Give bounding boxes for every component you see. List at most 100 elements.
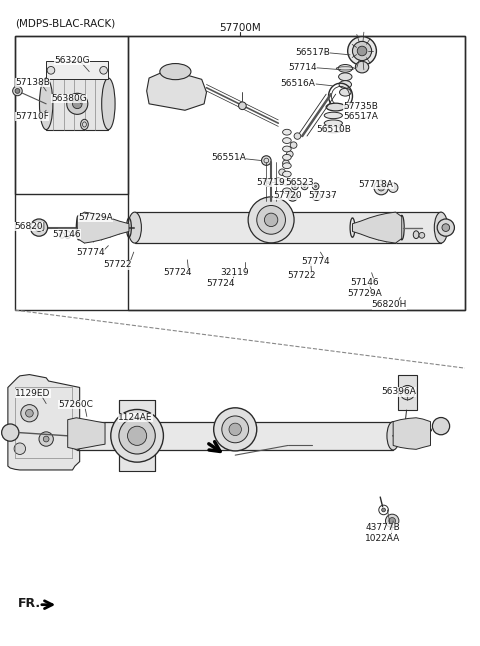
Circle shape (357, 46, 367, 56)
Circle shape (315, 185, 317, 187)
Ellipse shape (324, 127, 342, 133)
Circle shape (348, 37, 376, 65)
Ellipse shape (128, 212, 142, 243)
Circle shape (292, 183, 299, 190)
Text: 57146: 57146 (52, 229, 81, 238)
Ellipse shape (283, 138, 291, 143)
Bar (135, 212, 441, 243)
Ellipse shape (39, 78, 53, 130)
Circle shape (25, 410, 33, 417)
Circle shape (437, 219, 455, 236)
Polygon shape (393, 418, 431, 450)
Circle shape (128, 426, 147, 445)
Text: 56517A: 56517A (343, 112, 378, 121)
Text: 57722: 57722 (287, 271, 315, 280)
Ellipse shape (81, 120, 88, 130)
Text: 57710F: 57710F (15, 112, 49, 121)
Bar (398, 375, 417, 410)
Bar (128, 36, 465, 310)
Text: 56523: 56523 (286, 178, 314, 187)
Ellipse shape (288, 192, 298, 201)
Polygon shape (352, 212, 402, 243)
Circle shape (21, 404, 38, 422)
Text: 57774: 57774 (76, 247, 105, 256)
Circle shape (30, 219, 48, 236)
Polygon shape (68, 418, 105, 450)
Polygon shape (77, 212, 129, 243)
Circle shape (312, 183, 319, 190)
Circle shape (67, 93, 88, 114)
Text: 56320G: 56320G (54, 56, 90, 65)
Circle shape (15, 89, 20, 93)
Text: 56380G: 56380G (51, 94, 87, 103)
Circle shape (294, 185, 296, 187)
Bar (77, 422, 393, 450)
Text: 57718A: 57718A (359, 180, 394, 189)
Text: 57735B: 57735B (343, 102, 378, 111)
Ellipse shape (279, 169, 286, 175)
Bar (15, 36, 465, 310)
Text: 56517B: 56517B (295, 48, 330, 57)
Circle shape (119, 417, 156, 454)
Ellipse shape (324, 112, 342, 119)
Text: 57724: 57724 (206, 278, 235, 287)
Text: 57737: 57737 (309, 191, 337, 200)
Ellipse shape (65, 231, 71, 238)
Text: FR.: FR. (17, 597, 41, 610)
Text: 57719: 57719 (256, 178, 285, 187)
Text: 57774: 57774 (301, 257, 330, 266)
Ellipse shape (355, 61, 369, 73)
Circle shape (405, 390, 410, 395)
Circle shape (262, 156, 271, 165)
Ellipse shape (324, 120, 342, 127)
Text: 56510B: 56510B (317, 125, 351, 134)
Ellipse shape (339, 81, 351, 89)
Circle shape (442, 224, 450, 231)
Bar (46, 78, 108, 130)
Circle shape (301, 183, 308, 190)
Ellipse shape (160, 63, 191, 79)
Bar (15, 36, 128, 194)
Text: 56551A: 56551A (211, 154, 246, 163)
Bar (120, 401, 155, 472)
Ellipse shape (102, 78, 115, 130)
Circle shape (72, 99, 82, 109)
Ellipse shape (283, 129, 291, 135)
Text: 57260C: 57260C (58, 401, 93, 410)
Circle shape (47, 67, 55, 74)
Circle shape (111, 410, 163, 462)
Ellipse shape (290, 142, 297, 149)
Circle shape (400, 386, 415, 400)
Circle shape (214, 408, 257, 451)
Ellipse shape (275, 178, 282, 184)
Circle shape (39, 432, 53, 446)
Text: (MDPS-BLAC-RACK): (MDPS-BLAC-RACK) (15, 18, 115, 28)
Text: 56516A: 56516A (281, 79, 315, 88)
Circle shape (12, 86, 22, 96)
Ellipse shape (338, 65, 352, 72)
Text: 57138B: 57138B (15, 78, 50, 87)
Circle shape (222, 416, 249, 443)
Text: 43777B: 43777B (365, 523, 400, 532)
Circle shape (35, 224, 43, 231)
Circle shape (432, 417, 450, 435)
Ellipse shape (387, 422, 399, 450)
Circle shape (239, 102, 246, 110)
Ellipse shape (283, 146, 291, 152)
Text: 57146: 57146 (350, 278, 379, 287)
Circle shape (382, 508, 385, 512)
Text: 56396A: 56396A (381, 388, 416, 397)
Circle shape (43, 436, 49, 442)
Circle shape (388, 183, 398, 193)
Circle shape (264, 213, 278, 227)
Text: 56820J: 56820J (14, 222, 45, 231)
Ellipse shape (294, 133, 301, 140)
Ellipse shape (283, 188, 291, 194)
Ellipse shape (413, 231, 419, 238)
Text: 57724: 57724 (163, 268, 192, 277)
Ellipse shape (338, 73, 352, 81)
Circle shape (1, 424, 19, 441)
Ellipse shape (283, 160, 289, 167)
Ellipse shape (326, 103, 345, 111)
Circle shape (59, 233, 65, 238)
